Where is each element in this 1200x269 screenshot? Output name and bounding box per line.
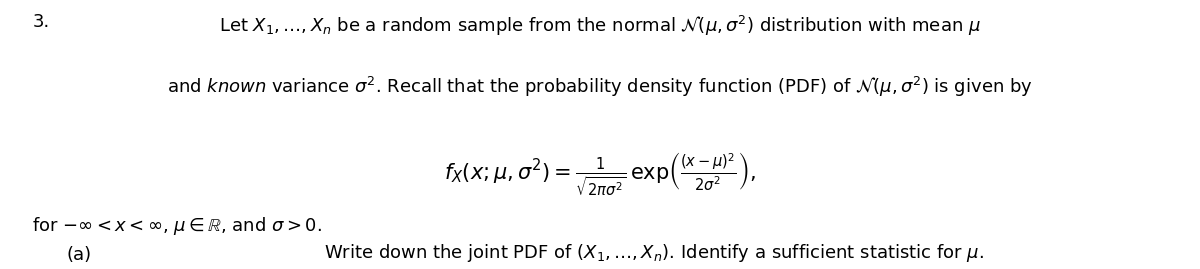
Text: Let $X_1,\ldots,X_n$ be a random sample from the normal $\mathcal{N}(\mu, \sigma: Let $X_1,\ldots,X_n$ be a random sample … — [220, 13, 980, 38]
Text: Write down the joint PDF of $(X_1,\ldots,X_n)$. Identify a sufficient statistic : Write down the joint PDF of $(X_1,\ldots… — [324, 242, 984, 264]
Text: (a): (a) — [66, 246, 91, 264]
Text: for $-\infty < x < \infty$, $\mu \in \mathbb{R}$, and $\sigma > 0$.: for $-\infty < x < \infty$, $\mu \in \ma… — [32, 215, 323, 237]
Text: $f_X(x;\mu,\sigma^2) = \frac{1}{\sqrt{2\pi\sigma^2}}\,\exp\!\left(\frac{(x-\mu)^: $f_X(x;\mu,\sigma^2) = \frac{1}{\sqrt{2\… — [444, 151, 756, 199]
Text: and $\it{known}$ variance $\sigma^2$. Recall that the probability density functi: and $\it{known}$ variance $\sigma^2$. Re… — [167, 75, 1033, 100]
Text: 3.: 3. — [32, 13, 49, 31]
